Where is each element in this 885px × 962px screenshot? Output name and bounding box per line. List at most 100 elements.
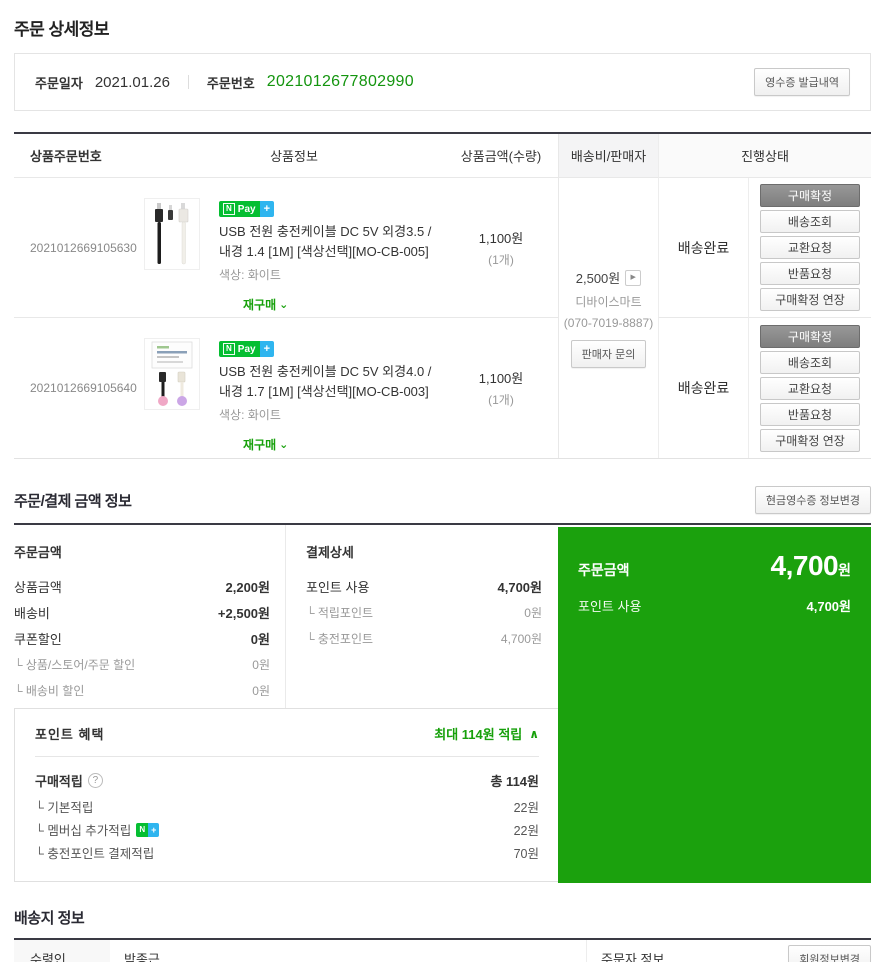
payment-detail-column: 결제상세 포인트 사용 4,700원 └ 적립포인트 0원 └ 충전포인트 4,700… [285,525,560,708]
col-header-order-no: 상품주문번호 [14,134,144,178]
track-shipping-button[interactable]: 배송조회 [760,350,860,374]
divider [187,75,189,89]
pay-label: 포인트 사용 [306,579,370,595]
benefit-sublabel: └ 기본적립 [35,801,94,815]
col-header-product: 상품정보 [144,134,444,178]
extend-confirm-button[interactable]: 구매확정 연장 [760,288,860,311]
confirm-purchase-button[interactable]: 구매확정 [760,184,860,207]
item-order-number: 2021012669105640 [14,317,144,458]
pay-subvalue: 0원 [524,605,542,620]
track-shipping-button[interactable]: 배송조회 [760,210,860,233]
pay-value: 0원 [250,631,270,647]
order-status: 배송완료 [658,178,748,317]
pay-value: 2,200원 [225,579,271,595]
col-header-status: 진행상태 [658,134,871,178]
summary-total-unit: 원 [838,562,851,578]
usb-cable-package-image [145,339,199,409]
exchange-request-button[interactable]: 교환요청 [760,236,860,259]
order-items-table: 상품주문번호 상품정보 상품금액(수량) 배송비/판매자 진행상태 202101… [14,132,871,459]
action-buttons-cell: 구매확정 배송조회 교환요청 반품요청 구매확정 연장 [748,178,871,317]
item-quantity: (1개) [488,393,514,407]
usb-cable-image [145,199,199,269]
shipping-section-title: 배송지 정보 [14,910,85,927]
product-info-cell: N Pay + USB 전원 충전케이블 DC 5V 외경3.5 /내경 1.4 [… [144,178,444,317]
receiver-label: 수령인 [14,940,110,962]
receipt-history-button[interactable]: 영수증 발급내역 [754,68,850,96]
confirm-purchase-button[interactable]: 구매확정 [760,324,860,348]
rebuy-button[interactable]: 재구매 ⌄ [243,298,289,312]
npay-badge: N Pay + [219,341,275,357]
summary-total-label: 주문금액 [578,562,630,578]
order-summary-box: 주문일자 2021.01.26 주문번호 2021012677802990 영수… [14,53,871,111]
benefit-sublabel: └ 충전포인트 결제적립 [35,847,155,861]
chevron-up-icon: ∧ [529,726,539,741]
return-request-button[interactable]: 반품요청 [760,402,860,426]
product-text-block: N Pay + USB 전원 충전케이블 DC 5V 외경4.0 /내경 1.7 [… [219,338,437,458]
npay-n-icon: N [223,203,235,215]
price-cell: 1,100원 (1개) [444,317,558,458]
product-title-link[interactable]: USB 전원 충전케이블 DC 5V 외경3.5 /내경 1.4 [1M] [색… [219,224,432,259]
contact-seller-button[interactable]: 판매자 문의 [570,340,647,368]
payment-detail-title: 결제상세 [306,545,354,560]
pay-sublabel: └ 상품/스토어/주문 할인 [14,657,136,672]
benefit-toggle[interactable]: 최대 114원 적립 ∧ [434,724,539,743]
product-thumbnail[interactable] [144,338,200,410]
chevron-down-icon: ⌄ [279,438,289,451]
npay-n-icon: N [223,343,235,355]
order-date-value: 2021.01.26 [94,73,170,91]
product-title-link[interactable]: USB 전원 충전케이블 DC 5V 외경4.0 /내경 1.7 [1M] [색… [219,364,432,399]
member-info-change-button[interactable]: 회원정보변경 [788,944,871,962]
product-text-block: N Pay + USB 전원 충전케이블 DC 5V 외경3.5 /내경 1.4 [… [219,198,437,317]
rebuy-button[interactable]: 재구매 ⌄ [243,438,289,452]
extend-confirm-button[interactable]: 구매확정 연장 [760,428,860,452]
col-header-shipping: 배송비/판매자 [558,134,658,178]
pay-sublabel: └ 배송비 할인 [14,683,85,698]
shipping-seller-cell: 2,500원 ▶ 디바이스마트 (070-7019-8887) 판매자 문의 [558,178,658,458]
shipping-fee: 2,500원 [575,271,621,286]
return-request-button[interactable]: 반품요청 [760,262,860,285]
item-price: 1,100원 [478,371,524,386]
item-quantity: (1개) [488,252,514,267]
orderer-info-label: 주문자 정보 [601,952,665,962]
payment-summary-box: 주문금액 4,700원 포인트 사용 4,700원 [558,527,871,883]
page-title: 주문 상세정보 [14,20,110,39]
npay-plus-icon: + [259,341,275,357]
benefit-subvalue: 22원 [513,801,539,815]
pay-subvalue: 4,700원 [500,631,542,646]
product-option: 색상: 화이트 [219,408,281,422]
summary-method-value: 4,700원 [806,599,852,614]
shipping-detail-button[interactable]: ▶ [625,269,642,286]
seller-name: 디바이스마트 [575,295,642,309]
pay-label: 쿠폰할인 [14,631,62,647]
payment-section: 주문/결제 금액 정보 현금영수증 정보변경 주문금액 상품금액 2,200원 배… [14,486,871,883]
order-amount-column: 주문금액 상품금액 2,200원 배송비 +2,500원 쿠폰할인 0원 └ 상품/스… [14,525,285,708]
summary-total-value: 4,700 [770,550,839,581]
pay-subvalue: 0원 [252,657,270,672]
npay-membership-badge: N + [136,822,160,837]
shipping-info-section: 배송지 정보 수령인 박종근 주문자 정보 회원정보변경 [14,907,871,962]
npay-plus-icon: + [259,201,275,217]
pay-sublabel: └ 적립포인트 [306,605,374,620]
product-thumbnail[interactable] [144,198,200,270]
receiver-row: 수령인 박종근 [14,940,586,962]
receiver-name: 박종근 [124,951,160,962]
arrow-right-icon: ▶ [630,274,636,281]
benefit-sublabel: └ 멤버십 추가적립 [35,824,132,838]
shipping-info-table: 수령인 박종근 [14,940,586,962]
npay-pay-label: Pay [237,203,256,215]
point-benefit-box: 포인트 혜택 최대 114원 적립 ∧ 구매적립? 총 114원 └ 기본적립 22… [14,708,560,882]
price-cell: 1,100원 (1개) [444,178,558,317]
orderer-info-panel: 주문자 정보 회원정보변경 [586,940,871,962]
exchange-request-button[interactable]: 교환요청 [760,376,860,400]
cash-receipt-change-button[interactable]: 현금영수증 정보변경 [754,486,871,514]
action-buttons-cell: 구매확정 배송조회 교환요청 반품요청 구매확정 연장 [748,317,871,458]
npay-pay-label: Pay [237,343,256,355]
item-order-number: 2021012669105630 [14,178,144,317]
purchase-point-total: 총 114원 [490,774,539,789]
help-icon[interactable]: ? [87,773,103,788]
item-price: 1,100원 [478,230,524,246]
pay-sublabel: └ 충전포인트 [306,631,374,646]
pay-value: 4,700원 [497,579,543,595]
divider [35,756,539,757]
seller-phone: (070-7019-8887) [563,316,654,330]
